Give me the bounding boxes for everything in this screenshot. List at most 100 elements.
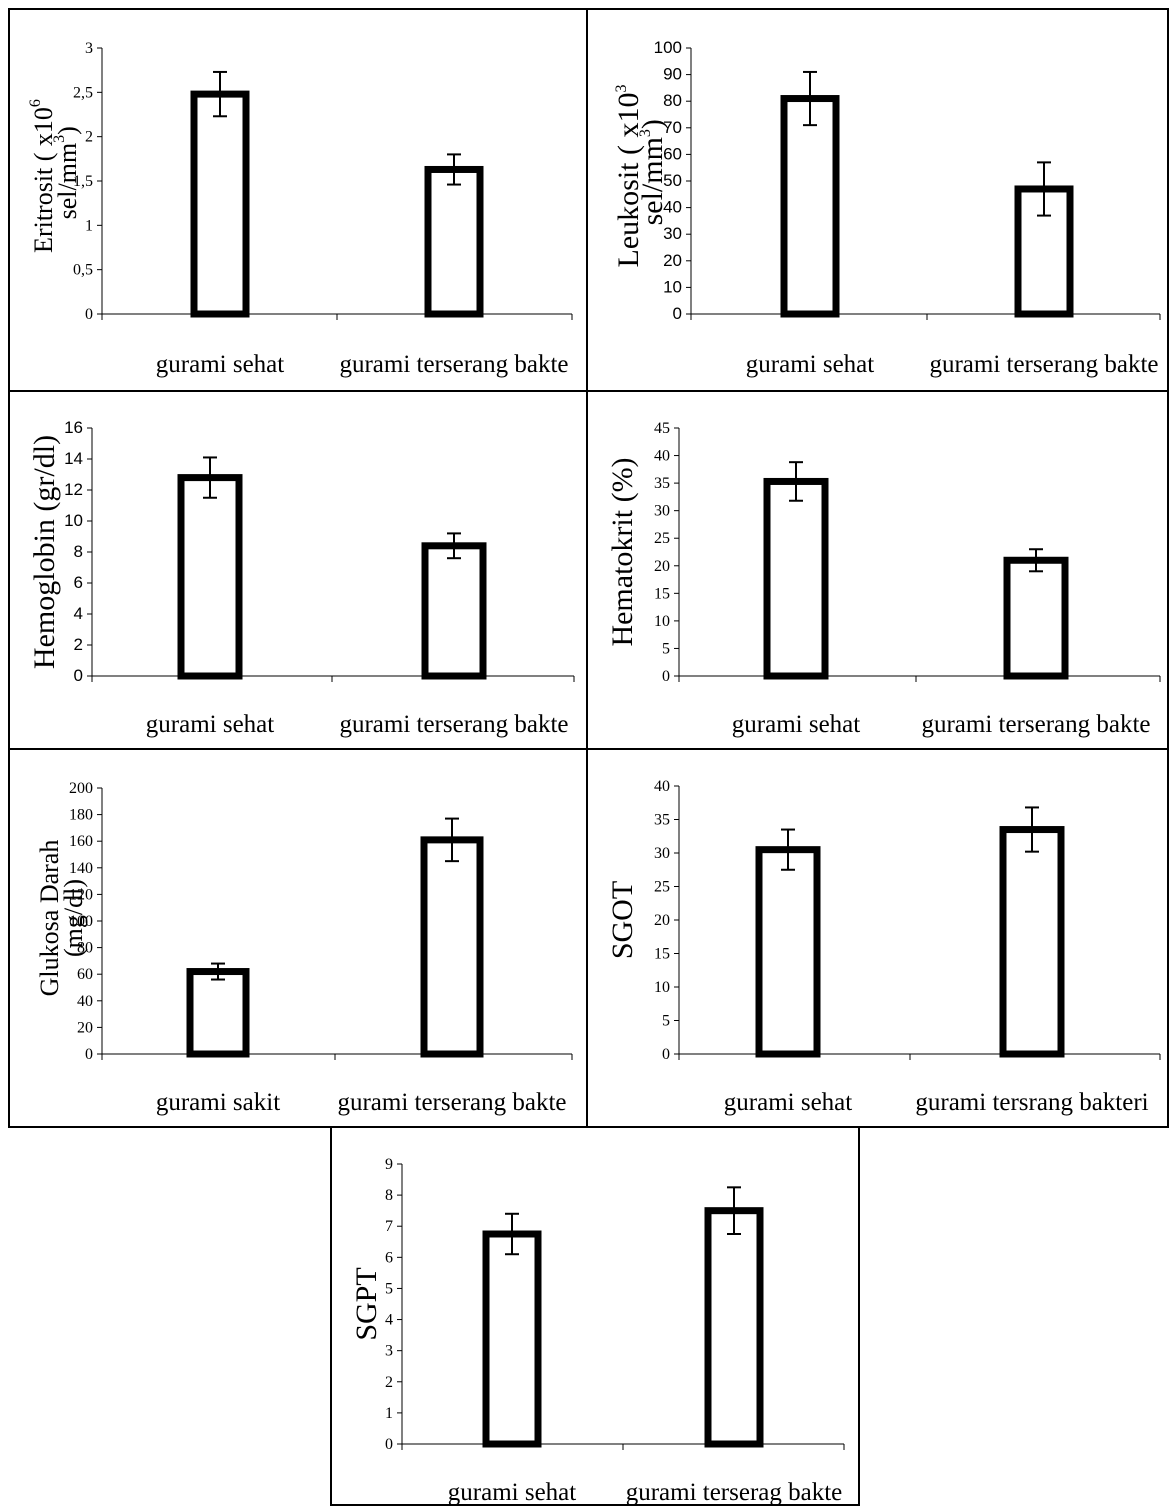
category-label: gurami terserang bakte: [339, 711, 568, 738]
y-tick-label: 25: [654, 879, 670, 896]
chart-panel-hematokrit: 0 5 10 15 20 25 30 35 40 45 gurami sehat gurami ter…: [586, 390, 1169, 750]
y-axis-label-group: Glukosa Darah(mg/dl): [35, 840, 88, 997]
y-tick-label: 0: [85, 1046, 93, 1063]
y-tick-label: 30: [654, 503, 670, 520]
y-tick-label: 100: [69, 913, 93, 930]
y-tick-label: 100: [654, 38, 682, 57]
y-tick-label: 35: [654, 812, 670, 829]
y-axis-label: Leukosit ( x103 sel/mm3): [612, 85, 669, 268]
chart-panel-leukosit: 0 10 20 30 40 50 60 70 80 90 100 gurami sehat gurami…: [586, 8, 1169, 392]
y-axis-label: Eritrosit ( x106 sel/mm3): [27, 99, 82, 253]
y-tick-label: 45: [654, 420, 670, 437]
y-tick-label: 14: [64, 449, 83, 468]
y-tick-label: 0: [74, 666, 83, 685]
y-tick-label: 50: [663, 171, 682, 190]
y-tick-label: 15: [654, 946, 670, 963]
y-tick-label: 8: [74, 542, 83, 561]
y-tick-label: 25: [654, 530, 670, 547]
y-tick-label: 2: [85, 129, 93, 146]
y-tick-label: 10: [654, 979, 670, 996]
bar: [755, 846, 821, 1058]
y-tick-label: 40: [77, 993, 93, 1010]
y-tick-label: 3: [385, 1343, 393, 1360]
chart-svg-eritrosit: 0 0,5 1 1,5 2 2,5 3 gurami sehat gurami terseran…: [27, 40, 573, 378]
y-tick-label: 30: [663, 224, 682, 243]
y-tick-label: 9: [385, 1156, 393, 1173]
y-tick-label: 7: [385, 1218, 393, 1235]
y-axis-label-group: Eritrosit ( x106 sel/mm3): [27, 99, 82, 253]
y-tick-label: 4: [74, 604, 83, 623]
category-label: gurami terserang bakte: [929, 351, 1158, 378]
y-axis-label: SGOT: [606, 881, 639, 959]
bar: [186, 968, 250, 1058]
bar: [780, 95, 840, 318]
chart-svg-hematokrit: 0 5 10 15 20 25 30 35 40 45 gurami sehat gurami ter…: [606, 420, 1161, 738]
y-tick-label: 40: [654, 778, 670, 795]
category-label: gurami sehat: [732, 711, 860, 738]
y-tick-label: 80: [77, 940, 93, 957]
y-axis-label: Hemoglobin (gr/dl): [28, 435, 61, 669]
y-tick-label: 0: [85, 306, 93, 323]
y-tick-label: 5: [385, 1280, 393, 1297]
y-axis-label: Hematokrit (%): [606, 457, 639, 646]
category-label: gurami terserang bakte: [921, 711, 1150, 738]
bar: [1003, 556, 1069, 680]
y-tick-label: 10: [654, 613, 670, 630]
y-axis-label: SGPT: [350, 1267, 383, 1340]
y-tick-label: 160: [69, 833, 93, 850]
y-tick-label: 0: [662, 1046, 670, 1063]
y-tick-label: 8: [385, 1187, 393, 1204]
y-tick-label: 0: [673, 304, 682, 323]
chart-panel-glukosa: 0 20 40 60 80 100 120 140 160 180 200 gurami sakit g…: [8, 748, 588, 1128]
y-tick-label: 60: [77, 966, 93, 983]
chart-svg-glukosa: 0 20 40 60 80 100 120 140 160 180 200 gurami sakit g…: [35, 780, 573, 1116]
y-tick-label: 10: [64, 511, 83, 530]
category-label: gurami terserang bakte: [339, 351, 568, 378]
chart-svg-hemoglobin: 0 2 4 6 8 10 12 14 16 gurami sehat gurami terseran…: [28, 418, 575, 738]
y-tick-label: 20: [654, 558, 670, 575]
bar: [190, 90, 250, 318]
y-tick-label: 20: [77, 1019, 93, 1036]
category-label: gurami sehat: [724, 1089, 852, 1116]
y-tick-label: 15: [654, 585, 670, 602]
bar: [177, 474, 243, 680]
bar: [424, 165, 484, 318]
y-axis-label-group: Hematokrit (%): [606, 457, 639, 646]
y-axis-label-group: Hemoglobin (gr/dl): [28, 435, 61, 669]
y-tick-label: 20: [663, 251, 682, 270]
y-axis-label: Glukosa Darah(mg/dl): [35, 840, 88, 997]
chart-panel-eritrosit: 0 0,5 1 1,5 2 2,5 3 gurami sehat gurami terseran…: [8, 8, 588, 392]
chart-svg-leukosit: 0 10 20 30 40 50 60 70 80 90 100 gurami sehat gurami…: [612, 38, 1161, 378]
y-axis-label-group: SGPT: [350, 1267, 383, 1340]
chart-svg-sgpt: 0 1 2 3 4 5 6 7 8 9 gurami sehat gurami terserag ba…: [350, 1156, 845, 1506]
y-tick-label: 35: [654, 475, 670, 492]
chart-svg-sgot: 0 5 10 15 20 25 30 35 40 gurami sehat gurami tersr…: [606, 778, 1161, 1116]
bar: [420, 836, 484, 1058]
y-tick-label: 200: [69, 780, 93, 797]
category-label: gurami sehat: [448, 1479, 576, 1506]
y-tick-label: 0,5: [73, 262, 93, 279]
bar: [704, 1207, 764, 1448]
y-tick-label: 5: [662, 1013, 670, 1030]
y-tick-label: 120: [69, 886, 93, 903]
category-label: gurami sakit: [156, 1089, 280, 1116]
y-tick-label: 1,5: [73, 173, 93, 190]
category-label: gurami tersrang bakteri: [915, 1089, 1148, 1116]
y-tick-label: 6: [385, 1249, 393, 1266]
bar: [482, 1230, 542, 1448]
y-tick-label: 2,5: [73, 84, 93, 101]
y-tick-label: 12: [64, 480, 83, 499]
y-tick-label: 70: [663, 118, 682, 137]
bar: [763, 477, 829, 680]
y-tick-label: 30: [654, 845, 670, 862]
y-tick-label: 6: [74, 573, 83, 592]
chart-panel-hemoglobin: 0 2 4 6 8 10 12 14 16 gurami sehat gurami terseran…: [8, 390, 588, 750]
chart-panel-sgpt: 0 1 2 3 4 5 6 7 8 9 gurami sehat gurami terserag ba…: [330, 1126, 860, 1506]
y-tick-label: 5: [662, 640, 670, 657]
y-tick-label: 0: [385, 1436, 393, 1453]
y-tick-label: 1: [85, 217, 93, 234]
category-label: gurami sehat: [156, 351, 284, 378]
y-tick-label: 2: [385, 1374, 393, 1391]
y-tick-label: 4: [385, 1312, 393, 1329]
y-tick-label: 1: [385, 1405, 393, 1422]
